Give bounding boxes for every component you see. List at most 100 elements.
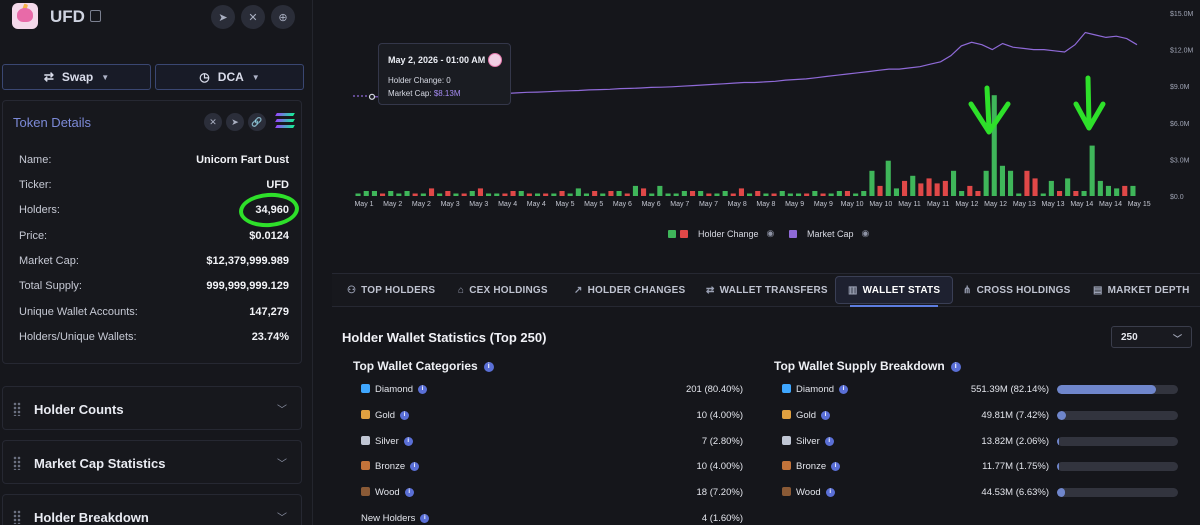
info-icon[interactable]: i — [410, 462, 420, 472]
holder-change-bar — [902, 180, 908, 196]
x-tick-label: May 6 — [613, 201, 632, 208]
holder-change-bar — [942, 180, 948, 196]
tab-holder-changes[interactable]: ↗ HOLDER CHANGES — [574, 285, 686, 296]
telegram-icon[interactable]: ➤ — [211, 5, 235, 29]
x-tick-label: May 11 — [927, 201, 950, 208]
holder-change-bar — [477, 188, 483, 196]
x-tick-label: May 14 — [1099, 201, 1122, 208]
holder-change-bar — [559, 191, 565, 196]
tab-cex-holdings[interactable]: ⌂ CEX HOLDINGS — [458, 285, 548, 296]
category-value: 10 (4.00%) — [696, 461, 743, 473]
holder-change-bar — [1097, 180, 1103, 196]
holder-change-bar — [991, 95, 997, 196]
detail-row-ticker: Ticker: UFD — [19, 179, 289, 191]
x-tick-label: May 6 — [642, 201, 661, 208]
copy-icon[interactable] — [90, 10, 101, 22]
tooltip-market-cap: Market Cap: $8.13M — [388, 89, 461, 98]
chevron-down-icon: ﹀ — [277, 459, 287, 470]
transfer-icon: ⇄ — [706, 285, 715, 296]
tab-top-holders[interactable]: ⚇ TOP HOLDERS — [347, 285, 436, 296]
info-icon[interactable]: i — [420, 513, 430, 523]
holder-change-bar — [738, 188, 744, 196]
holder-change-bar — [445, 191, 451, 196]
silver-icon — [782, 435, 791, 445]
info-icon[interactable]: i — [483, 361, 494, 372]
supply-name: Diamond i — [796, 384, 849, 395]
holder-change-bar — [844, 191, 850, 196]
info-icon[interactable]: i — [400, 410, 410, 420]
link-icon[interactable]: 🔗 — [248, 113, 266, 131]
info-icon[interactable]: i — [403, 436, 413, 446]
legend-swatch-red — [680, 229, 688, 238]
chevron-down-icon: ﹀ — [277, 513, 287, 524]
tab-wallet-transfers[interactable]: ⇄ WALLET TRANSFERS — [706, 285, 828, 296]
info-icon[interactable]: i — [821, 410, 831, 420]
top-count-select[interactable]: 250 ﹀ — [1111, 326, 1192, 348]
info-icon[interactable]: i — [839, 384, 849, 394]
accordion-holder-counts[interactable]: Holder Counts ﹀ — [2, 386, 302, 430]
holder-change-bar — [918, 183, 924, 196]
category-row: New Holders i 4 (1.60%) — [361, 511, 743, 525]
tab-bar: ⚇ TOP HOLDERS ⌂ CEX HOLDINGS ↗ HOLDER CHANG… — [332, 273, 1200, 307]
globe-icon[interactable]: ⊕ — [271, 5, 295, 29]
holder-change-bar — [967, 185, 973, 196]
holder-change-bar — [1130, 185, 1136, 196]
holder-change-bar — [1114, 188, 1120, 196]
drag-handle-icon[interactable] — [13, 456, 21, 470]
holder-change-bar — [869, 170, 875, 196]
category-row: Gold i 10 (4.00%) — [361, 408, 743, 424]
swap-button[interactable]: ⇄ Swap ▼ — [2, 64, 151, 90]
category-value: 7 (2.80%) — [701, 435, 743, 447]
info-icon[interactable]: i — [418, 384, 428, 394]
holder-change-bar — [567, 193, 573, 196]
category-name: Bronze i — [375, 461, 420, 472]
drag-handle-icon[interactable] — [13, 402, 21, 416]
x-tick-label: May 13 — [1042, 201, 1065, 208]
info-icon[interactable]: i — [831, 462, 841, 472]
holder-change-bar — [910, 175, 916, 196]
holder-change-bar — [1040, 193, 1046, 196]
holder-market-cap-chart[interactable]: $15.0M $12.0M $9.0M $6.0M $3.0M $0.0 May 1 May… — [332, 0, 1200, 258]
solana-icon — [275, 113, 295, 129]
tab-wallet-stats[interactable]: ▥ WALLET STATS — [835, 276, 954, 307]
detail-row-name: Name: Unicorn Fart Dust — [19, 154, 289, 166]
accordion-holder-breakdown[interactable]: Holder Breakdown ﹀ — [2, 494, 302, 525]
info-icon[interactable]: i — [404, 488, 414, 498]
info-icon[interactable]: i — [950, 361, 961, 372]
x-tick-label: May 4 — [527, 201, 546, 208]
token-symbol: UFD — [50, 7, 85, 26]
drag-handle-icon[interactable] — [13, 510, 21, 524]
holder-change-bar — [1089, 145, 1095, 196]
holder-change-bar — [926, 178, 932, 196]
eye-icon[interactable]: ◉ — [766, 228, 775, 238]
x-icon[interactable]: ✕ — [204, 113, 222, 131]
supply-row: Wood i 44.53M (6.63%) — [782, 485, 1049, 501]
holder-change-bar — [388, 191, 394, 196]
dca-button[interactable]: ◷ DCA ▼ — [155, 64, 304, 90]
legend-holder-change[interactable]: Holder Change ◉ — [668, 228, 774, 239]
tab-market-depth[interactable]: ▤ MARKET DEPTH — [1093, 285, 1190, 296]
eye-icon[interactable]: ◉ — [861, 228, 870, 238]
holder-change-bar — [1122, 185, 1128, 196]
tab-cross-holdings[interactable]: ⋔ CROSS HOLDINGS — [963, 285, 1071, 296]
holder-change-bar — [1016, 193, 1022, 196]
holder-change-bar — [836, 191, 842, 196]
category-value: 4 (1.60%) — [701, 513, 743, 524]
token-logo — [12, 3, 38, 29]
wood-icon — [782, 487, 791, 497]
x-icon[interactable]: ✕ — [241, 5, 265, 29]
accordion-market-cap-statistics[interactable]: Market Cap Statistics ﹀ — [2, 440, 302, 484]
category-row: Silver i 7 (2.80%) — [361, 434, 743, 450]
legend-swatch-purple — [789, 229, 797, 238]
holder-change-bar — [624, 193, 630, 196]
holder-change-bar — [632, 185, 638, 196]
legend-market-cap[interactable]: Market Cap ◉ — [789, 228, 869, 239]
info-icon[interactable]: i — [825, 488, 835, 498]
info-icon[interactable]: i — [824, 436, 834, 446]
holder-change-bar — [747, 193, 753, 196]
holder-change-bar — [999, 165, 1005, 197]
holder-change-bar — [486, 193, 492, 196]
telegram-icon[interactable]: ➤ — [226, 113, 244, 131]
token-sidebar: UFD ➤ ✕ ⊕ ⇄ Swap ▼ ◷ DCA ▼ Token Details… — [0, 0, 313, 525]
holder-change-bar — [526, 193, 532, 196]
